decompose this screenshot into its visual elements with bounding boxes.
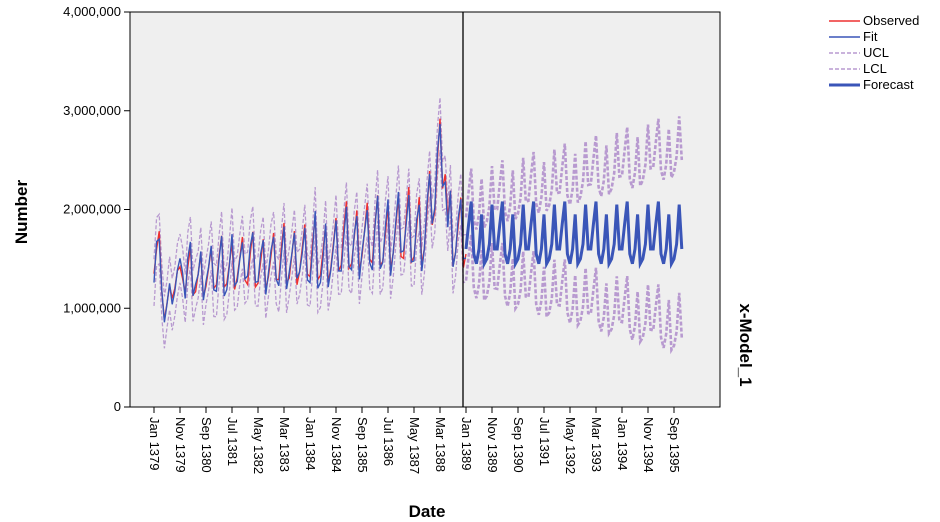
legend-label: Fit	[863, 29, 878, 44]
x-axis-title: Date	[409, 502, 446, 521]
legend-label: Observed	[863, 13, 919, 28]
x-tick-label: Sep 1395	[667, 417, 682, 473]
x-tick-label: Nov 1389	[485, 417, 500, 473]
x-tick-label: May 1387	[407, 417, 422, 474]
y-tick-label: 4,000,000	[63, 4, 121, 19]
x-tick-label: Mar 1383	[277, 417, 292, 472]
y-axis-title: Number	[12, 180, 31, 245]
y-tick-label: 0	[114, 399, 121, 414]
y-axis: 0 1,000,000 2,000,000 3,000,000 4,000,000	[63, 4, 130, 414]
x-tick-label: Jan 1394	[615, 417, 630, 471]
x-tick-label: Mar 1388	[433, 417, 448, 472]
x-tick-label: May 1382	[251, 417, 266, 474]
y-tick-label: 2,000,000	[63, 202, 121, 217]
x-tick-label: Sep 1385	[355, 417, 370, 473]
ucl-line	[153, 97, 467, 297]
y-tick-label: 3,000,000	[63, 103, 121, 118]
x-tick-label: Mar 1393	[589, 417, 604, 472]
x-axis: Jan 1379 Nov 1379 Sep 1380 Jul 1381 May 1382…	[147, 407, 682, 474]
x-tick-label: Nov 1384	[329, 417, 344, 473]
x-tick-label: Nov 1379	[173, 417, 188, 473]
forecast-lcl-line	[464, 234, 684, 355]
x-tick-label: Sep 1390	[511, 417, 526, 473]
series-layer	[153, 97, 684, 355]
x-tick-label: Nov 1394	[641, 417, 656, 473]
forecast-line	[464, 201, 684, 270]
x-tick-label: May 1392	[563, 417, 578, 474]
legend-label: LCL	[863, 61, 887, 76]
x-tick-label: Jul 1391	[537, 417, 552, 466]
x-tick-label: Sep 1380	[199, 417, 214, 473]
legend-label: Forecast	[863, 77, 914, 92]
legend-label: UCL	[863, 45, 889, 60]
panel-label: x-Model_1	[736, 303, 755, 386]
x-tick-label: Jan 1389	[459, 417, 474, 471]
x-tick-label: Jul 1386	[381, 417, 396, 466]
x-tick-label: Jan 1379	[147, 417, 162, 471]
forecast-ucl-line	[464, 116, 684, 230]
y-tick-label: 1,000,000	[63, 300, 121, 315]
fit-line	[153, 123, 467, 323]
x-tick-label: Jan 1384	[303, 417, 318, 471]
x-tick-label: Jul 1381	[225, 417, 240, 466]
